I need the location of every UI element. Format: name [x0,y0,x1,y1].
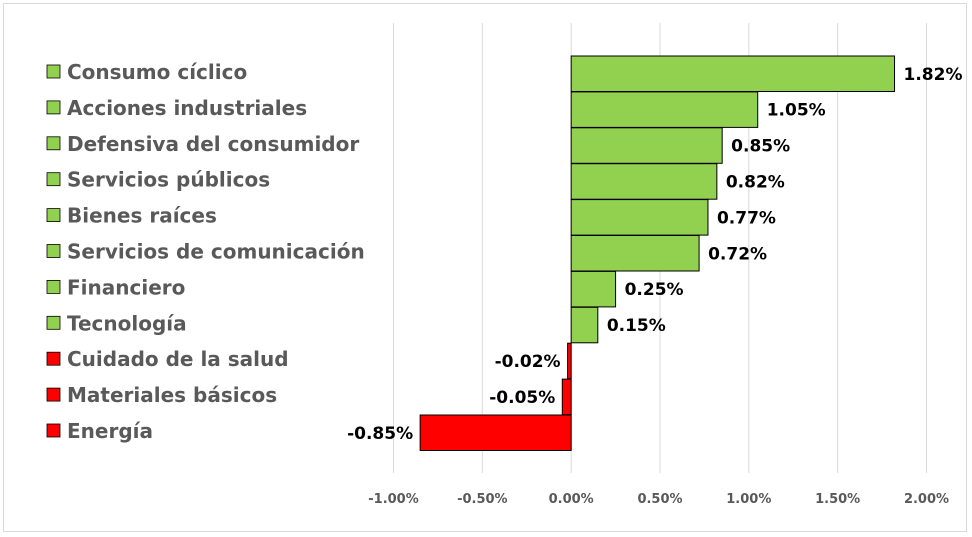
x-tick-label: 0.00% [549,492,594,507]
data-label: 1.82% [904,65,963,85]
bar [570,306,599,344]
bar [567,342,572,380]
data-label: -0.02% [495,352,561,372]
legend-marker [46,279,61,294]
bar [561,378,572,416]
bar [570,91,759,128]
data-label: 1.05% [767,101,826,121]
x-tick-label: 1.50% [815,492,860,507]
category-label: Materiales básicos [67,383,277,407]
category-label: Tecnología [67,311,187,335]
data-label: 0.72% [708,244,767,264]
bar [570,55,896,92]
x-tick-label: 0.50% [637,492,682,507]
x-tick-label: 2.00% [904,492,949,507]
category-label: Consumo cíclico [67,60,247,84]
x-axis-ticks: -1.00% -0.50% 0.00% 0.50% 1.00% 1.50% 2.00% [368,492,949,507]
category-label: Cuidado de la salud [67,347,289,371]
bar [570,127,723,164]
x-tick-label: 1.00% [726,492,771,507]
category-label: Financiero [67,275,185,299]
category-legend: Consumo cíclico Acciones industriales Defe… [46,60,365,443]
legend-marker [46,244,61,258]
data-label: -0.05% [489,388,555,408]
data-label: -0.85% [347,424,413,444]
x-tick-label: -1.00% [368,492,419,507]
legend-marker [46,100,61,115]
legend-marker [46,387,61,402]
legend-marker [46,315,61,330]
value-labels: 1.82% 1.05% 0.85% 0.82% 0.77% 0.72% 0.25% 0.15%… [347,65,962,444]
data-label: 0.85% [731,137,790,157]
bar [419,414,572,451]
bar [570,163,718,200]
bar [570,199,709,236]
category-label: Servicios de comunicación [67,240,365,264]
data-label: 0.25% [625,280,684,300]
legend-marker [46,208,61,223]
legend-marker [46,351,61,366]
data-label: 0.77% [717,208,776,228]
legend-marker [46,172,61,187]
category-label: Servicios públicos [67,168,270,192]
x-tick-label: -0.50% [457,492,508,507]
bars [419,55,896,451]
category-label: Bienes raíces [67,204,217,228]
bar [570,270,617,308]
legend-marker [46,423,61,438]
category-label: Acciones industriales [67,96,307,120]
bar [570,235,700,272]
category-label: Energía [67,419,153,443]
legend-marker [46,136,61,151]
category-label: Defensiva del consumidor [67,132,359,156]
data-label: 0.15% [607,316,666,336]
data-label: 0.82% [726,172,785,192]
legend-marker [46,64,61,79]
